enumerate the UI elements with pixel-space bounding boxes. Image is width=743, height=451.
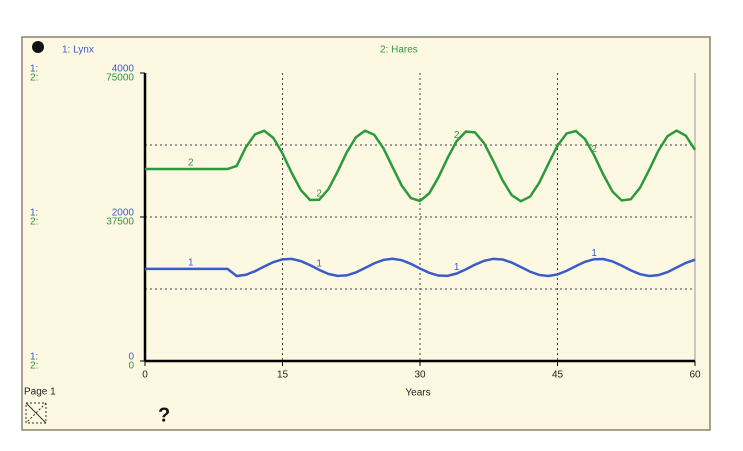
series-line (145, 257, 696, 278)
curve-tag: 1 (316, 258, 322, 269)
series-line (145, 129, 697, 203)
axis-series-tag: 1: (30, 64, 38, 75)
curve-tag: 1 (591, 248, 597, 259)
y2-tick-label: 0 (128, 361, 134, 372)
axis-series-tag: 2: (30, 73, 38, 84)
y2-tick-label: 37500 (106, 217, 134, 228)
pin-icon[interactable] (32, 41, 44, 53)
help-button[interactable]: ? (158, 404, 170, 426)
axis-series-tag: 1: (30, 352, 38, 363)
y-tick-label: 4000 (112, 64, 135, 75)
y2-tick-label: 75000 (106, 73, 134, 84)
axis-series-tag: 2: (30, 217, 38, 228)
x-tick-label: 45 (552, 370, 564, 381)
curve-tag: 2 (591, 144, 597, 155)
y-tick-label: 0 (128, 352, 134, 363)
x-tick-label: 15 (277, 370, 289, 381)
legend-entry: 2: Hares (380, 45, 418, 56)
x-tick-label: 0 (142, 370, 148, 381)
curve-tag: 2 (454, 130, 460, 141)
x-axis-label: Years (405, 388, 430, 399)
x-tick-label: 30 (414, 370, 426, 381)
y-tick-label: 2000 (112, 208, 135, 219)
x-tick-label: 60 (689, 370, 701, 381)
axis-series-tag: 2: (30, 361, 38, 372)
curve-tag: 1 (188, 257, 194, 268)
page-icon[interactable] (25, 402, 47, 424)
graph-panel (21, 36, 711, 431)
page-label: Page 1 (24, 387, 56, 398)
curve-tag: 1 (454, 262, 460, 273)
curve-tag: 2 (316, 188, 322, 199)
axis-series-tag: 1: (30, 208, 38, 219)
curve-tag: 2 (188, 158, 194, 169)
legend-entry: 1: Lynx (62, 45, 94, 56)
